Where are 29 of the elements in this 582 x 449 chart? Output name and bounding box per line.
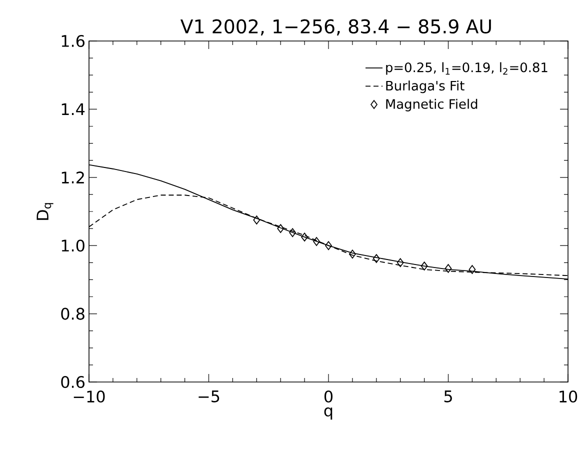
y-tick-label: 1.2 xyxy=(62,171,84,184)
point xyxy=(277,224,284,233)
point xyxy=(301,232,308,242)
point xyxy=(468,265,476,274)
y-tick-label: 1.6 xyxy=(62,34,84,48)
x-tick-label: 0 xyxy=(324,390,333,403)
x-tick-label: −5 xyxy=(198,390,220,402)
x-tick-label: 10 xyxy=(560,390,578,403)
y-tick-label: 0.6 xyxy=(61,376,84,388)
x-tick-label: −10 xyxy=(74,390,105,403)
legend-label: Magnetic Field xyxy=(386,98,478,112)
x-tick-label: 5 xyxy=(444,390,452,402)
point xyxy=(420,262,428,270)
point xyxy=(372,254,380,263)
y-tick-label: 1.4 xyxy=(62,103,85,116)
chart-title: V1 2002, 1−256, 83.4 − 85.9 AU xyxy=(180,19,491,36)
point xyxy=(325,241,332,250)
x-axis-title: q xyxy=(324,407,332,420)
point xyxy=(349,250,356,259)
point xyxy=(253,216,260,224)
y-tick-label: 1.0 xyxy=(62,240,84,252)
y-axis-title: D$_{q}$ xyxy=(36,203,54,220)
legend-label: Burlaga's Fit xyxy=(386,80,464,94)
y-tick-label: 0.8 xyxy=(61,308,84,320)
point xyxy=(289,228,296,238)
point xyxy=(396,258,404,268)
point xyxy=(313,237,320,246)
legend-label: p=0.25, l$_{1}$=0.19, l$_{2}$=0.81 xyxy=(386,62,548,75)
point xyxy=(444,264,452,273)
